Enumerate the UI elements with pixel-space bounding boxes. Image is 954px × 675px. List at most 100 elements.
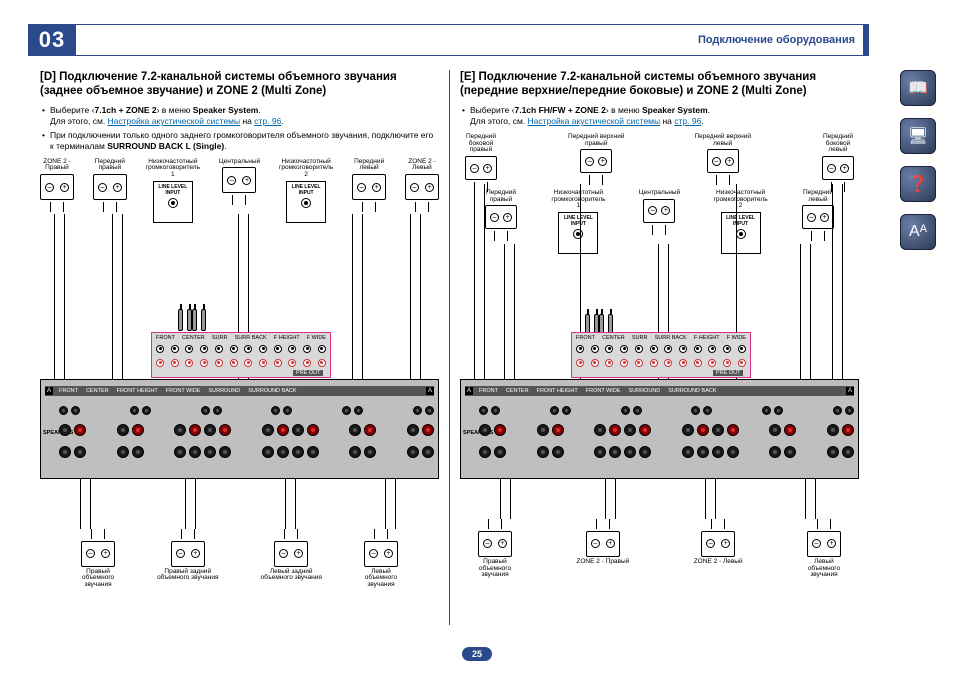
speaker-label: ZONE 2 - Левый [408, 159, 435, 173]
speaker: Передний боковой правый [464, 134, 498, 192]
text: 7.1ch FH/FW + ZONE 2 [514, 105, 605, 115]
speaker-label: Передний боковой правый [466, 134, 496, 154]
speaker: ZONE 2 - Левый [694, 519, 743, 579]
bullet: При подключении только одного заднего гр… [40, 130, 439, 153]
text: . [281, 116, 283, 126]
speaker: Передний верхний левый [695, 134, 751, 192]
text: . [258, 105, 260, 115]
text: 7.1ch + ZONE 2 [94, 105, 156, 115]
link[interactable]: стр. 96 [674, 116, 701, 126]
speaker: ZONE 2 - Правый [576, 519, 629, 579]
speaker-label: Низкочастотный громкоговоритель 1 [551, 190, 605, 210]
section-e-bullets: Выберите ‹7.1ch FH/FW + ZONE 2› в меню S… [460, 105, 859, 128]
speaker: ZONE 2 - Правый [40, 159, 74, 223]
preout-group-label: F WIDE [727, 335, 746, 341]
amp-group-label: SURROUND BACK [244, 388, 300, 394]
link[interactable]: Настройка акустической системы [108, 116, 241, 126]
amp-group-label: FRONT [475, 388, 502, 394]
amp-group-label: CENTER [502, 388, 533, 394]
speaker-label: Передний боковой левый [823, 134, 853, 154]
amp-group-label: FRONT HEIGHT [113, 388, 162, 394]
amp-group-label: FRONT WIDE [162, 388, 205, 394]
amplifier-panel: FRONT CENTER SURR SURR BACK F HEIGHT F W… [460, 379, 859, 479]
text: . [708, 105, 710, 115]
speaker: Правый задний объемного звучания [157, 529, 218, 589]
nav-book-icon[interactable]: 📖 [900, 70, 936, 106]
chapter-badge: 03 [28, 24, 76, 56]
header-tail [863, 24, 869, 56]
section-d-bullets: Выберите ‹7.1ch + ZONE 2› в меню Speaker… [40, 105, 439, 153]
link[interactable]: Настройка акустической системы [528, 116, 661, 126]
speaker-label: Правый объемного звучания [479, 559, 511, 579]
speaker-label: Передний правый [486, 190, 516, 204]
speaker: Правый объемного звучания [81, 529, 115, 589]
speaker-label: Передний верхний правый [568, 134, 624, 148]
text: Speaker System [193, 105, 259, 115]
rca-plug-pair [178, 309, 192, 331]
preout-group-label: FRONT [156, 335, 175, 341]
nav-device-icon[interactable]: 🖥 [900, 118, 936, 154]
nav-index-icon[interactable]: Aᴬ [900, 214, 936, 250]
amp-group-label: FRONT [55, 388, 82, 394]
header-title-bar: Подключение оборудования [76, 24, 863, 56]
text: Для этого, см. [470, 116, 528, 126]
speaker: Передний верхний правый [568, 134, 624, 192]
subwoofer: Низкочастотный громкоговоритель 1 LINE LE… [551, 190, 605, 254]
text: Выберите ‹ [470, 105, 514, 115]
speaker-label: ZONE 2 - Правый [576, 559, 629, 566]
rca-plug-pair [192, 309, 206, 331]
amplifier-panel: FRONT CENTER SURR SURR BACK F HEIGHT F W… [40, 379, 439, 479]
sub-label: LINE LEVEL INPUT [292, 184, 321, 196]
text: › в меню [606, 105, 642, 115]
column-e: [E] Подключение 7.2-канальной системы об… [460, 70, 859, 625]
speaker-label: Передний левый [354, 159, 384, 173]
preout-group-label: FRONT [576, 335, 595, 341]
speaker-label: Левый задний объемного звучания [261, 569, 322, 583]
text: Для этого, см. [50, 116, 108, 126]
amp-group-label: FRONT WIDE [582, 388, 625, 394]
section-d-title: [D] Подключение 7.2-канальной системы об… [40, 70, 439, 99]
top-speaker-row-1: Передний боковой правый Передний верхний… [460, 134, 859, 192]
text: › в меню [157, 105, 193, 115]
text: SURROUND BACK L (Single) [107, 141, 224, 151]
speaker: Левый задний объемного звучания [261, 529, 322, 589]
nav-help-icon[interactable]: ❓ [900, 166, 936, 202]
side-nav: 📖 🖥 ❓ Aᴬ [900, 70, 936, 250]
speaker: Передний правый [484, 190, 518, 254]
speaker-label: Передний левый [803, 190, 833, 204]
preout-label: PRE OUT [293, 370, 323, 376]
sub-label: LINE LEVEL INPUT [564, 215, 593, 227]
speaker: Левый объемного звучания [364, 529, 398, 589]
text: . [224, 141, 226, 151]
speaker-label: Передний правый [95, 159, 125, 173]
text: на [240, 116, 254, 126]
speaker-label: Центральный [219, 159, 260, 166]
speaker: Правый объемного звучания [478, 519, 512, 579]
speaker-label: Низкочастотный громкоговоритель 2 [279, 159, 333, 179]
column-d: [D] Подключение 7.2-канальной системы об… [40, 70, 439, 625]
preout-group-label: SURR [212, 335, 228, 341]
speaker-label: ZONE 2 - Правый [43, 159, 70, 173]
link[interactable]: стр. 96 [254, 116, 281, 126]
sub-label: LINE LEVEL INPUT [726, 215, 755, 227]
amp-group-label: FRONT HEIGHT [533, 388, 582, 394]
speaker-label: ZONE 2 - Левый [694, 559, 743, 566]
header-title: Подключение оборудования [698, 34, 855, 46]
speaker: Передний левый [801, 190, 835, 254]
preout-group-label: SURR [632, 335, 648, 341]
subwoofer: Низкочастотный громкоговоритель 2LINE LE… [713, 190, 767, 254]
page-number: 25 [462, 647, 492, 661]
diagram-d: ZONE 2 - Правый Передний правый Низкочас… [40, 159, 439, 589]
amp-group-label: CENTER [82, 388, 113, 394]
text: . [701, 116, 703, 126]
text: Speaker System [642, 105, 708, 115]
speaker: Центральный [219, 159, 260, 223]
column-divider [449, 70, 450, 625]
speaker-label: Передний верхний левый [695, 134, 751, 148]
sub-label: LINE LEVEL INPUT [158, 184, 187, 196]
speaker: Центральный [639, 190, 680, 254]
speaker-label: Низкочастотный громкоговоритель 1 [146, 159, 200, 179]
top-speaker-row: ZONE 2 - Правый Передний правый Низкочас… [40, 159, 439, 223]
text: на [660, 116, 674, 126]
preout-group-label: F HEIGHT [694, 335, 720, 341]
